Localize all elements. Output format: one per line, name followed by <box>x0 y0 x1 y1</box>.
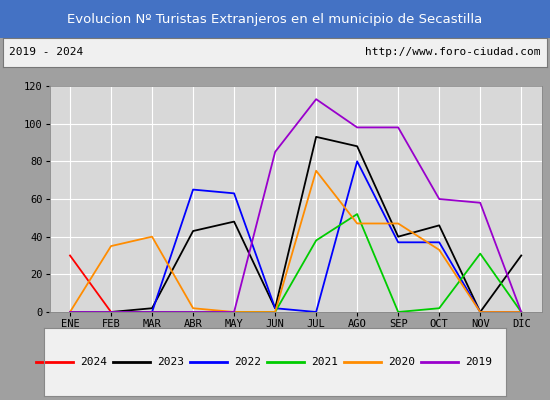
Text: http://www.foro-ciudad.com: http://www.foro-ciudad.com <box>365 47 541 57</box>
Text: 2021: 2021 <box>311 357 338 367</box>
Text: Evolucion Nº Turistas Extranjeros en el municipio de Secastilla: Evolucion Nº Turistas Extranjeros en el … <box>67 12 483 26</box>
Text: 2024: 2024 <box>80 357 107 367</box>
Text: 2019 - 2024: 2019 - 2024 <box>9 47 84 57</box>
Text: 2020: 2020 <box>388 357 415 367</box>
Text: 2022: 2022 <box>234 357 261 367</box>
Text: 2019: 2019 <box>465 357 492 367</box>
Text: 2023: 2023 <box>157 357 184 367</box>
